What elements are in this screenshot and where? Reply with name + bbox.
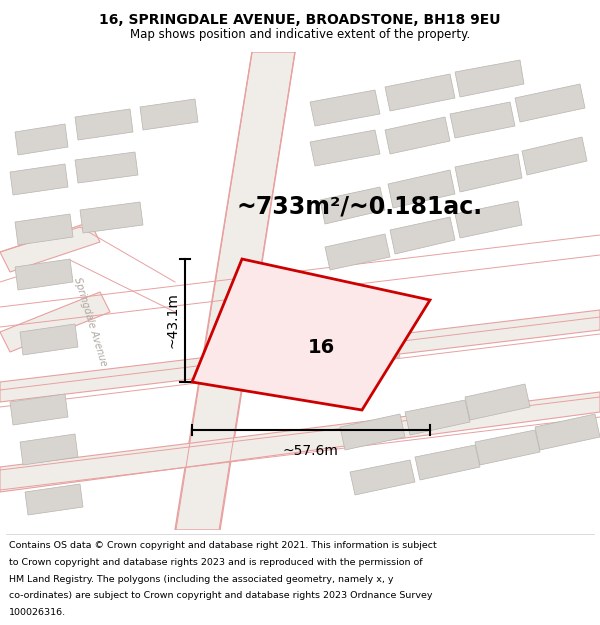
Polygon shape	[25, 484, 83, 515]
Polygon shape	[522, 137, 587, 175]
Polygon shape	[0, 310, 600, 402]
Polygon shape	[15, 259, 73, 290]
Polygon shape	[140, 99, 198, 130]
Polygon shape	[15, 124, 68, 155]
Polygon shape	[390, 217, 455, 254]
Text: co-ordinates) are subject to Crown copyright and database rights 2023 Ordnance S: co-ordinates) are subject to Crown copyr…	[9, 591, 433, 600]
Polygon shape	[515, 84, 585, 122]
Text: 16, SPRINGDALE AVENUE, BROADSTONE, BH18 9EU: 16, SPRINGDALE AVENUE, BROADSTONE, BH18 …	[99, 13, 501, 27]
Polygon shape	[175, 52, 295, 530]
Polygon shape	[455, 60, 524, 97]
Text: ~57.6m: ~57.6m	[282, 444, 338, 458]
Text: 16: 16	[308, 338, 335, 357]
Polygon shape	[450, 102, 515, 138]
Polygon shape	[340, 414, 405, 450]
Polygon shape	[0, 222, 100, 272]
Polygon shape	[350, 460, 415, 495]
Polygon shape	[0, 292, 110, 352]
Polygon shape	[80, 202, 143, 233]
Polygon shape	[455, 201, 522, 238]
Polygon shape	[10, 164, 68, 195]
Polygon shape	[388, 170, 455, 208]
Polygon shape	[310, 130, 380, 166]
Text: Contains OS data © Crown copyright and database right 2021. This information is : Contains OS data © Crown copyright and d…	[9, 541, 437, 551]
Text: HM Land Registry. The polygons (including the associated geometry, namely x, y: HM Land Registry. The polygons (includin…	[9, 574, 394, 584]
Polygon shape	[325, 234, 390, 270]
Polygon shape	[192, 259, 430, 410]
Polygon shape	[385, 117, 450, 154]
Polygon shape	[455, 154, 522, 192]
Text: ~733m²/~0.181ac.: ~733m²/~0.181ac.	[237, 195, 483, 219]
Text: Springdale Avenue: Springdale Avenue	[72, 276, 108, 368]
Polygon shape	[20, 324, 78, 355]
Polygon shape	[405, 400, 470, 435]
Polygon shape	[320, 187, 385, 224]
Polygon shape	[310, 90, 380, 126]
Polygon shape	[535, 414, 600, 450]
Polygon shape	[385, 74, 455, 111]
Text: ~43.1m: ~43.1m	[165, 292, 179, 348]
Polygon shape	[75, 109, 133, 140]
Polygon shape	[0, 392, 600, 492]
Polygon shape	[465, 384, 530, 420]
Text: 100026316.: 100026316.	[9, 608, 66, 617]
Text: to Crown copyright and database rights 2023 and is reproduced with the permissio: to Crown copyright and database rights 2…	[9, 558, 422, 567]
Polygon shape	[415, 445, 480, 480]
Polygon shape	[15, 214, 73, 245]
Polygon shape	[75, 152, 138, 183]
Polygon shape	[10, 394, 68, 425]
Polygon shape	[475, 430, 540, 465]
Text: Map shows position and indicative extent of the property.: Map shows position and indicative extent…	[130, 28, 470, 41]
Polygon shape	[335, 334, 400, 370]
Polygon shape	[20, 434, 78, 465]
